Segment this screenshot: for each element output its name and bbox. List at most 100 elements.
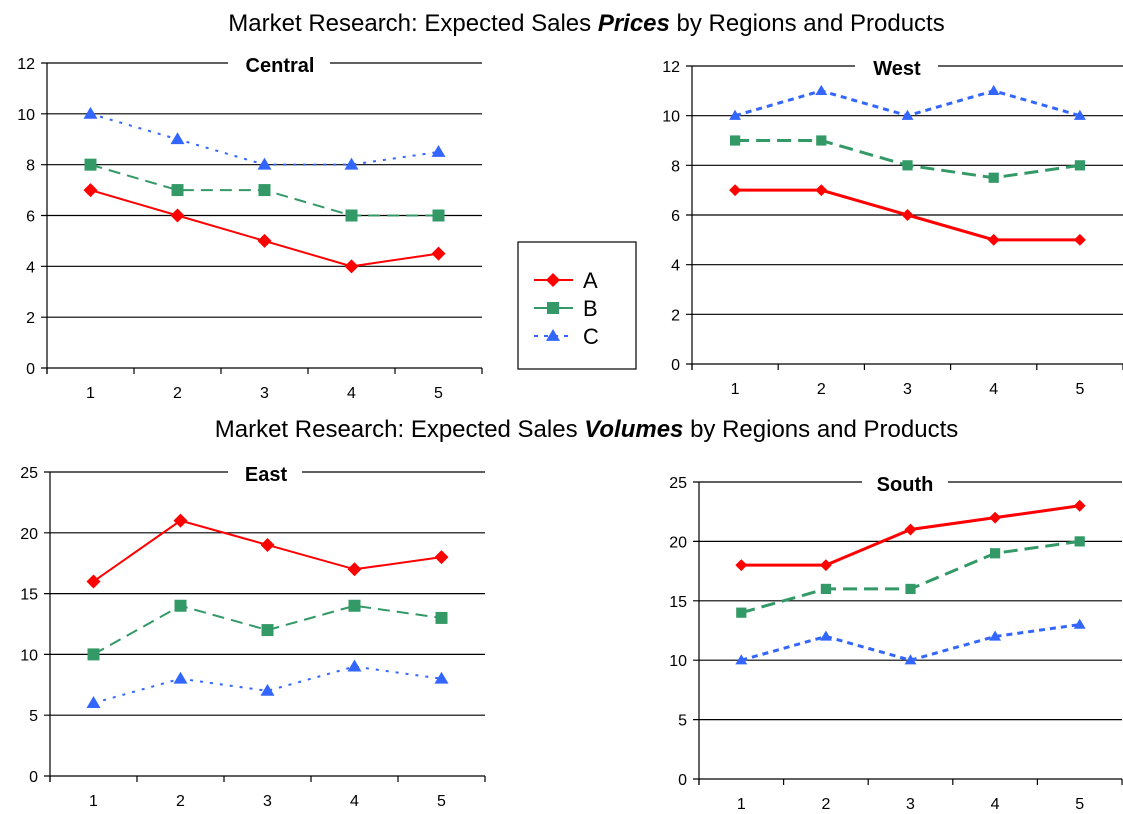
legend-label: A: [583, 268, 598, 293]
x-tick-label: 4: [991, 796, 1000, 813]
triangle-marker: [347, 659, 362, 672]
square-marker: [547, 302, 559, 314]
diamond-marker: [735, 559, 748, 572]
y-tick-label: 2: [26, 310, 35, 327]
square-marker: [345, 209, 358, 222]
x-tick-label: 5: [434, 385, 443, 402]
square-marker: [905, 583, 916, 595]
legend-box: [517, 241, 637, 370]
diamond-marker: [431, 246, 446, 261]
y-tick-label: 20: [669, 534, 687, 551]
title-suffix: by Regions and Products: [683, 416, 959, 443]
x-tick-label: 2: [817, 381, 826, 398]
y-tick-label: 12: [662, 59, 680, 76]
diamond-marker: [173, 513, 188, 528]
x-tick-label: 3: [263, 793, 272, 810]
series-line: [740, 623, 1080, 662]
triangle-marker: [546, 329, 560, 341]
triangle-marker: [170, 132, 185, 145]
square-marker: [902, 160, 913, 171]
y-tick-label: 10: [17, 107, 35, 124]
diamond-marker: [989, 511, 1002, 524]
x-tick-label: 2: [173, 385, 182, 402]
series-c: [729, 84, 1086, 120]
x-tick-label: 5: [1075, 796, 1084, 813]
diamond-marker: [901, 209, 914, 221]
diamond-marker: [904, 523, 917, 536]
square-marker: [84, 158, 97, 171]
series-a: [83, 183, 446, 274]
square-marker: [736, 607, 747, 618]
triangle-marker: [260, 683, 275, 696]
y-tick-label: 25: [669, 475, 687, 492]
triangle-marker: [815, 84, 828, 95]
y-tick-label: 10: [20, 647, 38, 664]
diamond-marker: [83, 183, 98, 198]
square-marker: [348, 599, 361, 612]
square-marker: [171, 184, 184, 197]
series-c: [86, 659, 449, 708]
series-a: [86, 513, 449, 589]
y-tick-label: 0: [29, 769, 38, 786]
diamond-marker: [434, 550, 449, 565]
y-tick-label: 6: [26, 209, 35, 226]
triangle-marker: [1073, 109, 1086, 120]
square-marker: [1074, 536, 1085, 547]
panel-south: 0 5 10 15 20 25 1 2 3 4 5 South: [669, 474, 1123, 813]
triangle-marker: [819, 630, 832, 641]
triangle-marker: [434, 671, 449, 684]
x-tick-label: 1: [737, 796, 746, 813]
y-tick-label: 12: [17, 56, 35, 73]
triangle-marker: [729, 109, 742, 120]
y-tick-label: 10: [669, 653, 687, 670]
diamond-marker: [987, 233, 1000, 246]
series-b: [736, 536, 1085, 618]
diamond-marker: [819, 559, 832, 572]
diamond-marker: [170, 208, 185, 223]
x-tick-label: 1: [86, 385, 95, 402]
title-prefix: Market Research: Expected Sales: [228, 10, 598, 37]
y-tick-label: 5: [29, 708, 38, 725]
diamond-marker: [729, 184, 742, 197]
diamond-marker: [546, 273, 560, 287]
triangle-marker: [904, 654, 917, 665]
square-marker: [988, 172, 999, 183]
diamond-marker: [260, 537, 275, 552]
square-marker: [87, 648, 100, 661]
y-tick-label: 10: [662, 109, 680, 126]
y-tick-label: 15: [20, 587, 38, 604]
legend-entry-c: C: [534, 324, 599, 349]
square-marker: [1074, 160, 1085, 171]
square-marker: [174, 599, 187, 612]
title-suffix: by Regions and Products: [669, 10, 945, 37]
triangle-marker: [901, 109, 914, 120]
legend: ABC: [517, 241, 637, 370]
title-prefix: Market Research: Expected Sales: [214, 416, 585, 443]
panel-east: 0 5 10 15 20 25 1 2 3 4 5 East: [20, 464, 486, 810]
panel-title: South: [877, 474, 934, 496]
series-b: [87, 599, 448, 661]
volumes-chart-title: Market Research: Expected Sales Volumes …: [0, 416, 1123, 444]
triangle-marker: [1073, 618, 1086, 629]
y-tick-label: 20: [20, 526, 38, 543]
legend-label: B: [583, 296, 598, 321]
panel-title: East: [245, 464, 288, 486]
x-tick-label: 3: [903, 381, 912, 398]
series-line: [740, 539, 1080, 615]
title-emphasis: Volumes: [584, 416, 684, 443]
triangle-marker: [989, 630, 1002, 641]
x-tick-label: 1: [89, 793, 98, 810]
x-tick-label: 3: [260, 385, 269, 402]
x-tick-label: 1: [731, 381, 740, 398]
square-marker: [730, 135, 741, 146]
y-tick-label: 8: [26, 158, 35, 175]
y-tick-label: 25: [20, 465, 38, 482]
square-marker: [258, 184, 271, 197]
square-marker: [261, 624, 274, 637]
triangle-marker: [735, 654, 748, 665]
y-tick-label: 0: [678, 772, 687, 789]
y-tick-label: 2: [671, 307, 680, 324]
square-marker: [432, 209, 445, 222]
